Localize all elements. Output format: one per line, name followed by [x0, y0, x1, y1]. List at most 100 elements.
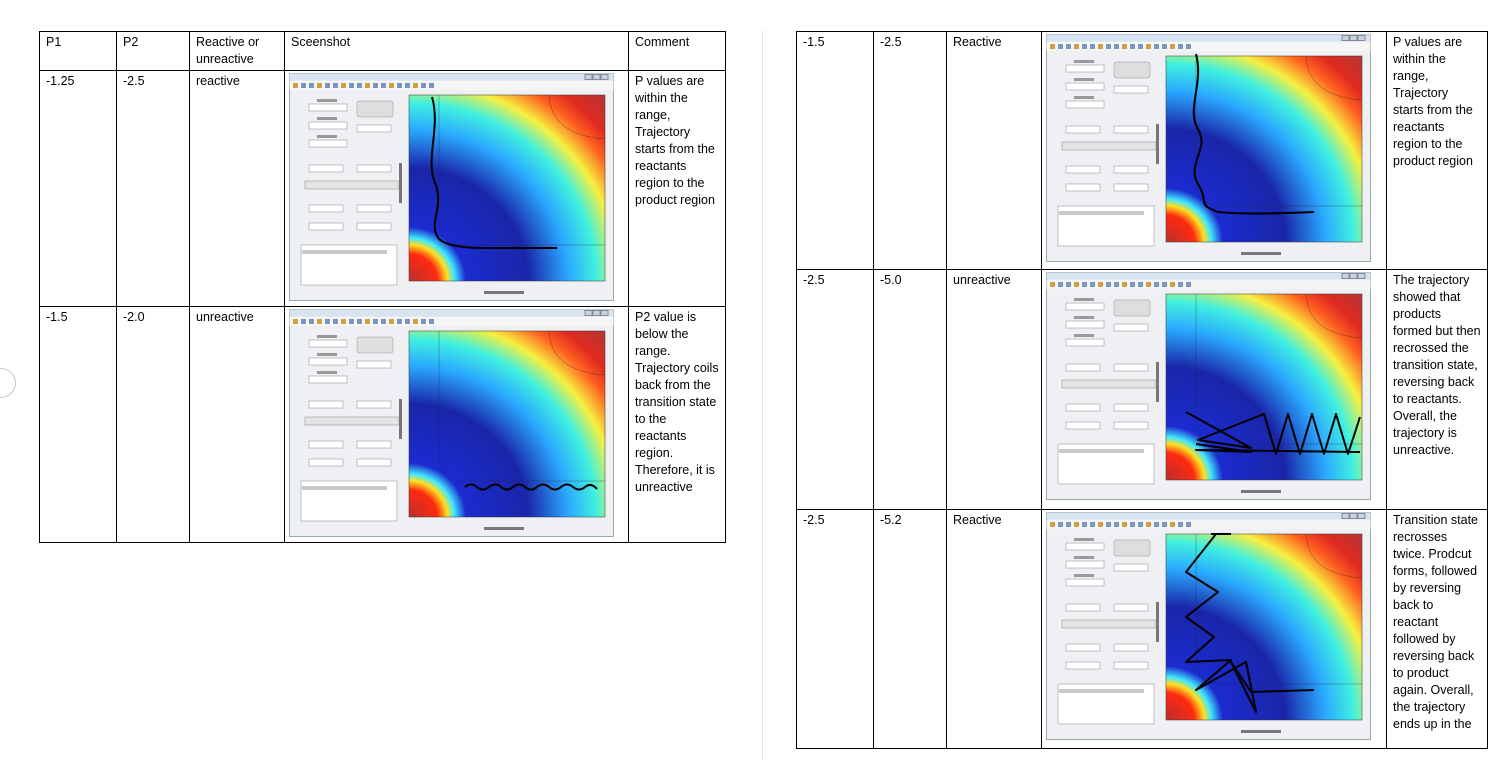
header-cell: Reactive or unreactive [189, 31, 285, 71]
field-label [317, 135, 337, 138]
dropdown [1065, 64, 1105, 73]
tool-icon [357, 83, 362, 88]
p2-cell: -2.0 [116, 306, 190, 543]
tool-icon [1066, 522, 1071, 527]
listbox-selected [1059, 449, 1144, 453]
tool-icon [373, 83, 378, 88]
title-bar [1046, 272, 1371, 280]
dropdown [308, 375, 348, 384]
tool-icon [1178, 282, 1183, 287]
contour [548, 94, 606, 140]
delta-box [356, 124, 392, 133]
tool-icon [373, 319, 378, 324]
tool-icon [413, 319, 418, 324]
outcome-cell: Reactive [946, 509, 1042, 749]
axis-label-x [484, 527, 524, 530]
condition-box [1065, 661, 1101, 670]
screenshot-cell [1041, 509, 1387, 749]
tool-icon [381, 319, 386, 324]
contour [548, 330, 606, 376]
condition-box [1113, 183, 1149, 192]
trajectory [1185, 533, 1315, 713]
slider [1061, 141, 1157, 151]
p1-cell: -2.5 [796, 509, 874, 749]
potential-surface [1165, 55, 1363, 243]
condition-box [356, 458, 392, 467]
tool-icon [389, 319, 394, 324]
condition-box [1113, 403, 1149, 412]
tool-icon [1178, 44, 1183, 49]
right-table: -1.5 -2.5 Reactive P values are within the … [796, 31, 1488, 749]
contour [438, 95, 605, 246]
outcome-cell: Reactive [946, 31, 1042, 270]
tool-icon [309, 319, 314, 324]
tool-icon [429, 319, 434, 324]
tool-icon [1098, 522, 1103, 527]
trajectory [1192, 53, 1315, 215]
screenshot [289, 309, 614, 537]
trajectory [464, 483, 598, 491]
dropdown [308, 103, 348, 112]
dropdown [308, 139, 348, 148]
tool-icon [301, 319, 306, 324]
condition-box [1065, 421, 1101, 430]
potential-surface [408, 94, 606, 282]
condition-box [1065, 165, 1101, 174]
tool-icon [1106, 282, 1111, 287]
window-button [592, 74, 601, 80]
window-button [584, 74, 593, 80]
table-row: -1.5 -2.5 Reactive P values are within the … [796, 31, 1488, 270]
tool-icon [1162, 44, 1167, 49]
cutoff-box [1113, 603, 1149, 612]
condition-box [356, 204, 392, 213]
dropdown [1065, 560, 1105, 569]
update-button [1113, 61, 1151, 79]
condition-box [308, 458, 344, 467]
screenshot [1046, 512, 1371, 740]
tool-icon [301, 83, 306, 88]
slider [304, 180, 400, 190]
tool-icon [1066, 282, 1071, 287]
tool-icon [1170, 522, 1175, 527]
axis-label-y [1156, 602, 1159, 642]
comment-text: P values are within the range, Trajector… [635, 74, 715, 207]
window-button [1341, 273, 1350, 279]
field-label [1074, 298, 1094, 301]
scroll-handle [0, 368, 16, 398]
comment-cell: P values are within the range, Trajector… [628, 70, 726, 307]
screenshot-cell [284, 306, 629, 543]
tool-icon [1074, 44, 1079, 49]
cutoff-box [1113, 363, 1149, 372]
window-button [1357, 35, 1366, 41]
tool-icon [1186, 282, 1191, 287]
condition-box [308, 222, 344, 231]
comment-cell: P2 value is below the range. Trajectory … [628, 306, 726, 543]
window-button [1357, 513, 1366, 519]
condition-box [1065, 183, 1101, 192]
tool-icon [1090, 522, 1095, 527]
tool-icon [1122, 44, 1127, 49]
tool-icon [1050, 522, 1055, 527]
tool-icon [1138, 44, 1143, 49]
condition-box [308, 204, 344, 213]
tool-icon [1074, 282, 1079, 287]
tool-icon [1170, 282, 1175, 287]
tool-icon [421, 319, 426, 324]
field-label [317, 335, 337, 338]
tool-icon [1098, 44, 1103, 49]
window-button [1357, 273, 1366, 279]
tool-icon [1074, 522, 1079, 527]
dropdown [1065, 320, 1105, 329]
table-row: -2.5 -5.0 unreactive The trajectory showed … [796, 269, 1488, 510]
condition-box [1113, 165, 1149, 174]
screenshot-cell [1041, 269, 1387, 510]
cutoff-box [1113, 125, 1149, 134]
comment-cell: The trajectory showed that products form… [1386, 269, 1488, 510]
toolbar [1046, 42, 1371, 51]
tool-icon [317, 319, 322, 324]
tool-icon [405, 83, 410, 88]
header-cell: P2 [116, 31, 190, 71]
tool-icon [1082, 44, 1087, 49]
window-button [1341, 35, 1350, 41]
tool-icon [1114, 522, 1119, 527]
